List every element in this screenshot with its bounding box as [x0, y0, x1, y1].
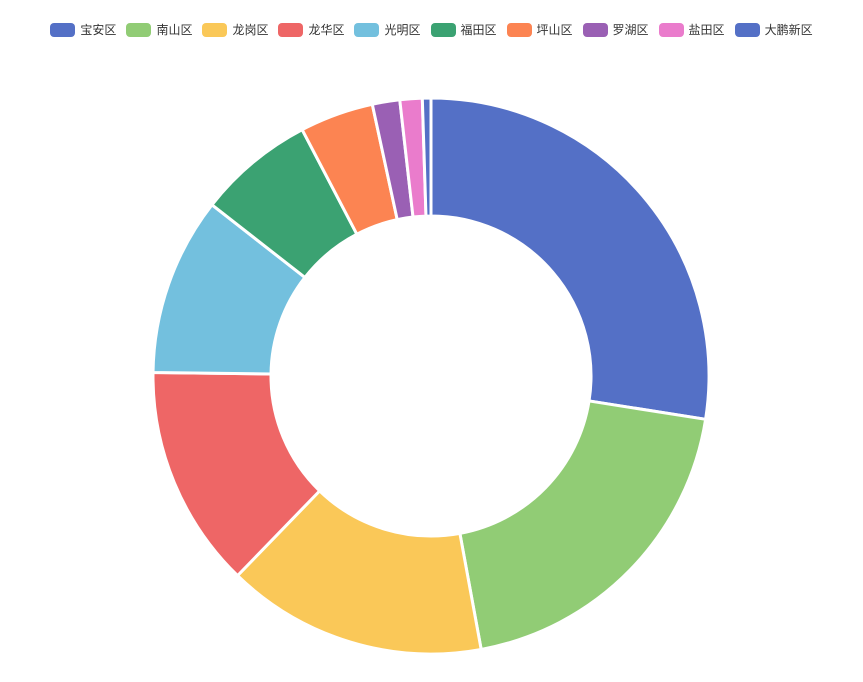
- legend-swatch: [506, 23, 532, 37]
- legend-swatch: [658, 23, 684, 37]
- legend-swatch: [734, 23, 760, 37]
- legend-label: 大鹏新区: [764, 23, 813, 37]
- legend-item[interactable]: 龙岗区: [202, 23, 268, 37]
- legend-label: 盐田区: [688, 23, 725, 37]
- legend-item[interactable]: 福田区: [430, 23, 497, 37]
- legend-label: 罗湖区: [612, 23, 649, 37]
- legend-swatch: [582, 23, 608, 37]
- legend-item[interactable]: 大鹏新区: [734, 23, 813, 37]
- legend-label: 龙岗区: [232, 23, 269, 37]
- legend-label: 福田区: [460, 23, 497, 37]
- donut-slice[interactable]: [420, 96, 433, 218]
- legend-item[interactable]: 罗湖区: [582, 23, 649, 37]
- donut-slice[interactable]: [429, 96, 711, 421]
- legend-label: 龙华区: [308, 23, 345, 37]
- legend-item[interactable]: 龙华区: [278, 23, 344, 37]
- legend-item[interactable]: 坪山区: [506, 23, 573, 37]
- legend-swatch: [126, 23, 152, 37]
- legend-swatch: [430, 23, 456, 37]
- legend-label: 光明区: [384, 23, 421, 37]
- legend-item[interactable]: 南山区: [126, 23, 192, 37]
- legend-swatch: [50, 23, 76, 37]
- legend-label: 南山区: [156, 23, 193, 37]
- legend-label: 宝安区: [80, 23, 117, 37]
- donut-slice[interactable]: [458, 399, 708, 651]
- legend-item[interactable]: 盐田区: [658, 23, 725, 37]
- legend-item[interactable]: 光明区: [354, 23, 421, 37]
- donut-slice[interactable]: [236, 489, 483, 656]
- legend-label: 坪山区: [536, 23, 573, 37]
- legend-swatch: [354, 23, 380, 37]
- legend-swatch: [278, 23, 304, 37]
- chart-legend: 宝安区 南山区 龙岗区 龙华区 光明区 福田区 坪山区 罗湖区 盐田区 大鹏新区: [0, 20, 863, 40]
- legend-swatch: [202, 23, 228, 37]
- legend-item[interactable]: 宝安区: [50, 23, 116, 37]
